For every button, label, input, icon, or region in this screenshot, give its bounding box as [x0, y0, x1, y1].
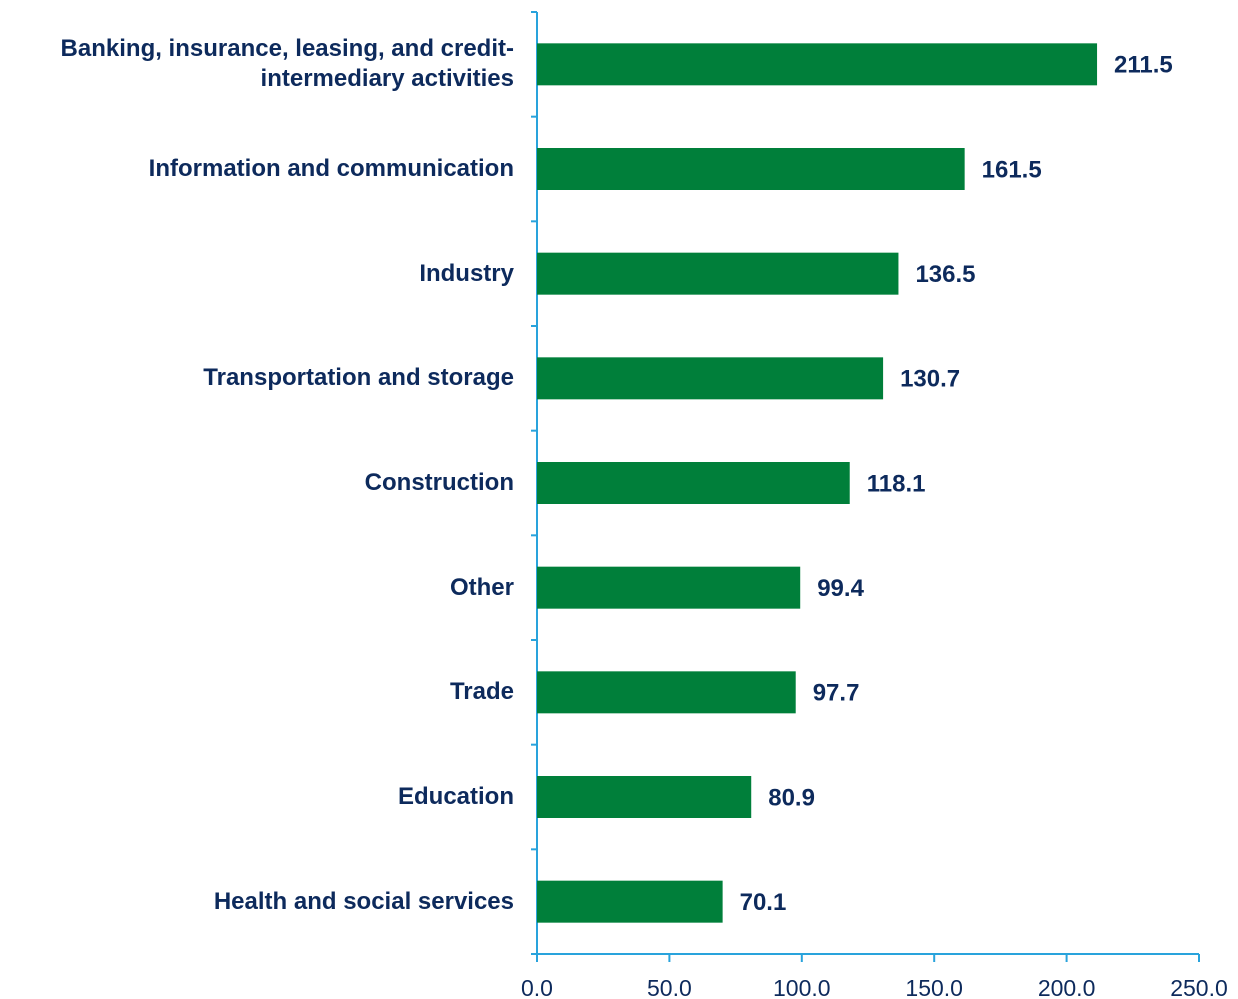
bar — [537, 776, 752, 818]
x-tick-label: 100.0 — [773, 975, 831, 999]
category-label: Banking, insurance, leasing, and credit-… — [60, 35, 514, 93]
bar — [537, 357, 884, 400]
value-label: 118.1 — [867, 470, 926, 497]
bar — [537, 462, 850, 504]
value-label: 97.7 — [813, 680, 860, 707]
x-tick-label: 200.0 — [1038, 975, 1096, 999]
category-label: Health and social services — [213, 887, 514, 915]
value-label: 130.7 — [900, 366, 960, 393]
bar — [537, 148, 965, 190]
category-label: Industry — [419, 259, 514, 287]
category-label: Construction — [364, 469, 514, 496]
x-tick-label: 250.0 — [1170, 975, 1228, 999]
category-label: Trade — [449, 678, 514, 706]
category-label: Transportation and storage — [203, 364, 514, 392]
category-label: Education — [397, 783, 514, 810]
bar — [537, 252, 899, 295]
x-tick-label: 150.0 — [905, 975, 963, 999]
value-label: 211.5 — [1114, 52, 1173, 79]
value-label: 136.5 — [915, 261, 975, 288]
bar — [537, 880, 723, 923]
value-label: 99.4 — [817, 575, 864, 602]
category-label: Other — [449, 573, 514, 601]
x-tick-label: 50.0 — [647, 975, 692, 999]
value-label: 70.1 — [740, 889, 787, 916]
bar — [537, 671, 796, 714]
value-label: 80.9 — [768, 784, 815, 811]
value-label: 161.5 — [982, 156, 1042, 183]
category-label: Information and communication — [148, 155, 514, 182]
bar — [537, 43, 1098, 86]
x-tick-label: 0.0 — [521, 975, 553, 999]
bar — [537, 566, 801, 609]
